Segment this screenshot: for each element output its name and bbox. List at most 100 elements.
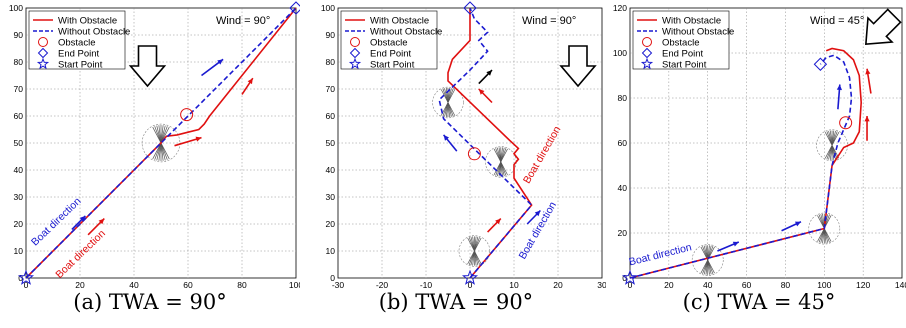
legend-label: Start Point bbox=[370, 60, 415, 71]
legend-label: Start Point bbox=[58, 60, 103, 71]
direction-arrow-head bbox=[732, 241, 739, 247]
x-tick-label: 60 bbox=[183, 280, 193, 290]
start-point-marker bbox=[17, 269, 35, 285]
x-tick-label: 40 bbox=[703, 280, 713, 290]
legend-label: Obstacle bbox=[662, 38, 700, 49]
sail-icon-ray bbox=[152, 126, 162, 144]
legend-label: Obstacle bbox=[370, 38, 408, 49]
legend-label: Start Point bbox=[662, 60, 707, 71]
y-tick-label: 40 bbox=[14, 165, 24, 175]
direction-arrow-head bbox=[98, 218, 105, 225]
y-tick-label: 10 bbox=[14, 246, 24, 256]
y-tick-label: 40 bbox=[326, 165, 336, 175]
legend-label: Without Obstacle bbox=[662, 27, 734, 38]
y-tick-label: 120 bbox=[613, 3, 627, 13]
y-tick-label: 0 bbox=[18, 273, 23, 283]
legend-swatch-start bbox=[36, 57, 50, 70]
series-with-obstacle bbox=[629, 47, 863, 279]
legend-swatch-obstacle bbox=[642, 37, 652, 47]
x-tick-label: 20 bbox=[553, 280, 563, 290]
x-tick-label: 20 bbox=[75, 280, 85, 290]
direction-arrow-head bbox=[79, 215, 86, 222]
x-tick-label: 120 bbox=[856, 280, 870, 290]
legend-label: With Obstacle bbox=[58, 16, 117, 27]
sail-icon-ray bbox=[160, 125, 166, 144]
chart-b: -30 -20 -10 0 10 20 300102030405060708090100Bo… bbox=[321, 1, 607, 290]
sail-icon-ray bbox=[500, 148, 508, 163]
legend-label: Without Obstacle bbox=[370, 27, 442, 38]
direction-arrow-head bbox=[247, 78, 253, 85]
x-tick-label: 40 bbox=[129, 280, 139, 290]
sail-icon bbox=[458, 235, 491, 267]
legend-label: End Point bbox=[662, 49, 704, 60]
x-tick-label: 60 bbox=[742, 280, 752, 290]
x-tick-label: 30 bbox=[597, 280, 606, 290]
wind-arrow-icon-shape bbox=[559, 45, 597, 88]
chart-a: 0204060801000102030405060708090100Boat d… bbox=[9, 1, 303, 290]
direction-arrow-head bbox=[195, 136, 202, 142]
wind-label: Wind = 90° bbox=[522, 15, 576, 27]
sail-icon-ray bbox=[158, 125, 162, 144]
y-tick-label: 70 bbox=[14, 84, 24, 94]
x-tick-label: -20 bbox=[376, 280, 389, 290]
x-tick-label: 10 bbox=[509, 280, 519, 290]
legend-label: With Obstacle bbox=[662, 16, 721, 27]
wind-arrow-icon-shape bbox=[128, 45, 167, 88]
wind-arrow-icon bbox=[128, 45, 167, 88]
y-tick-label: 20 bbox=[326, 219, 336, 229]
y-tick-label: 100 bbox=[613, 48, 627, 58]
panel-a: 0204060801000102030405060708090100Boat d… bbox=[0, 0, 303, 328]
x-tick-label: 0 bbox=[24, 280, 29, 290]
y-tick-label: 100 bbox=[9, 3, 23, 13]
legend-label: Obstacle bbox=[58, 38, 96, 49]
legend-swatch-end bbox=[349, 47, 361, 59]
y-tick-label: 80 bbox=[14, 57, 24, 67]
plot-area: 0204060801000102030405060708090100Boat d… bbox=[9, 1, 303, 290]
direction-arrow-head bbox=[865, 68, 871, 75]
sail-icon-ray bbox=[154, 142, 162, 160]
chart-c: 020406080100120140020406080100120Boat di… bbox=[613, 3, 906, 290]
caption-b: (b) TWA = 90° bbox=[378, 290, 534, 314]
wind-arrow-icon-shape bbox=[864, 8, 902, 46]
legend-label: End Point bbox=[370, 49, 412, 60]
x-tick-label: 100 bbox=[289, 280, 300, 290]
sail-icon-circle bbox=[691, 244, 724, 276]
caption-c: (c) TWA = 45° bbox=[682, 290, 836, 314]
sail-icon-ray bbox=[493, 161, 502, 176]
x-tick-label: 80 bbox=[781, 280, 791, 290]
sail-icon-ray bbox=[160, 125, 164, 144]
legend-swatch-end bbox=[641, 47, 653, 59]
y-tick-label: 50 bbox=[14, 138, 24, 148]
wind-label: Wind = 45° bbox=[810, 15, 864, 27]
x-tick-label: -30 bbox=[332, 280, 345, 290]
y-tick-label: 40 bbox=[618, 183, 628, 193]
direction-arrow-head bbox=[478, 89, 485, 95]
series-without-obstacle bbox=[438, 7, 533, 279]
y-tick-label: 0 bbox=[330, 273, 335, 283]
legend-swatch-start bbox=[348, 57, 362, 70]
sail-icon-ray bbox=[817, 228, 825, 242]
series-with-obstacle bbox=[447, 8, 533, 279]
sail-icon-ray bbox=[160, 142, 170, 160]
sail-icon-ray bbox=[160, 142, 168, 160]
direction-arrow-head bbox=[495, 218, 501, 225]
end-point-marker bbox=[463, 1, 477, 15]
y-tick-label: 30 bbox=[14, 192, 24, 202]
x-tick-label: 0 bbox=[628, 280, 633, 290]
sail-icon bbox=[816, 129, 848, 162]
y-tick-label: 60 bbox=[618, 138, 628, 148]
x-tick-label: 20 bbox=[664, 280, 674, 290]
legend-label: Without Obstacle bbox=[58, 27, 130, 38]
sail-icon bbox=[432, 86, 464, 119]
obstacle-marker bbox=[839, 116, 853, 130]
start-point-marker bbox=[461, 269, 479, 285]
direction-arrow-head bbox=[794, 221, 801, 227]
y-tick-label: 90 bbox=[14, 30, 24, 40]
y-tick-label: 60 bbox=[326, 111, 336, 121]
legend-label: End Point bbox=[58, 49, 100, 60]
direction-arrow-head bbox=[217, 59, 224, 65]
series-without-obstacle bbox=[629, 54, 853, 279]
sail-icon bbox=[141, 123, 181, 163]
